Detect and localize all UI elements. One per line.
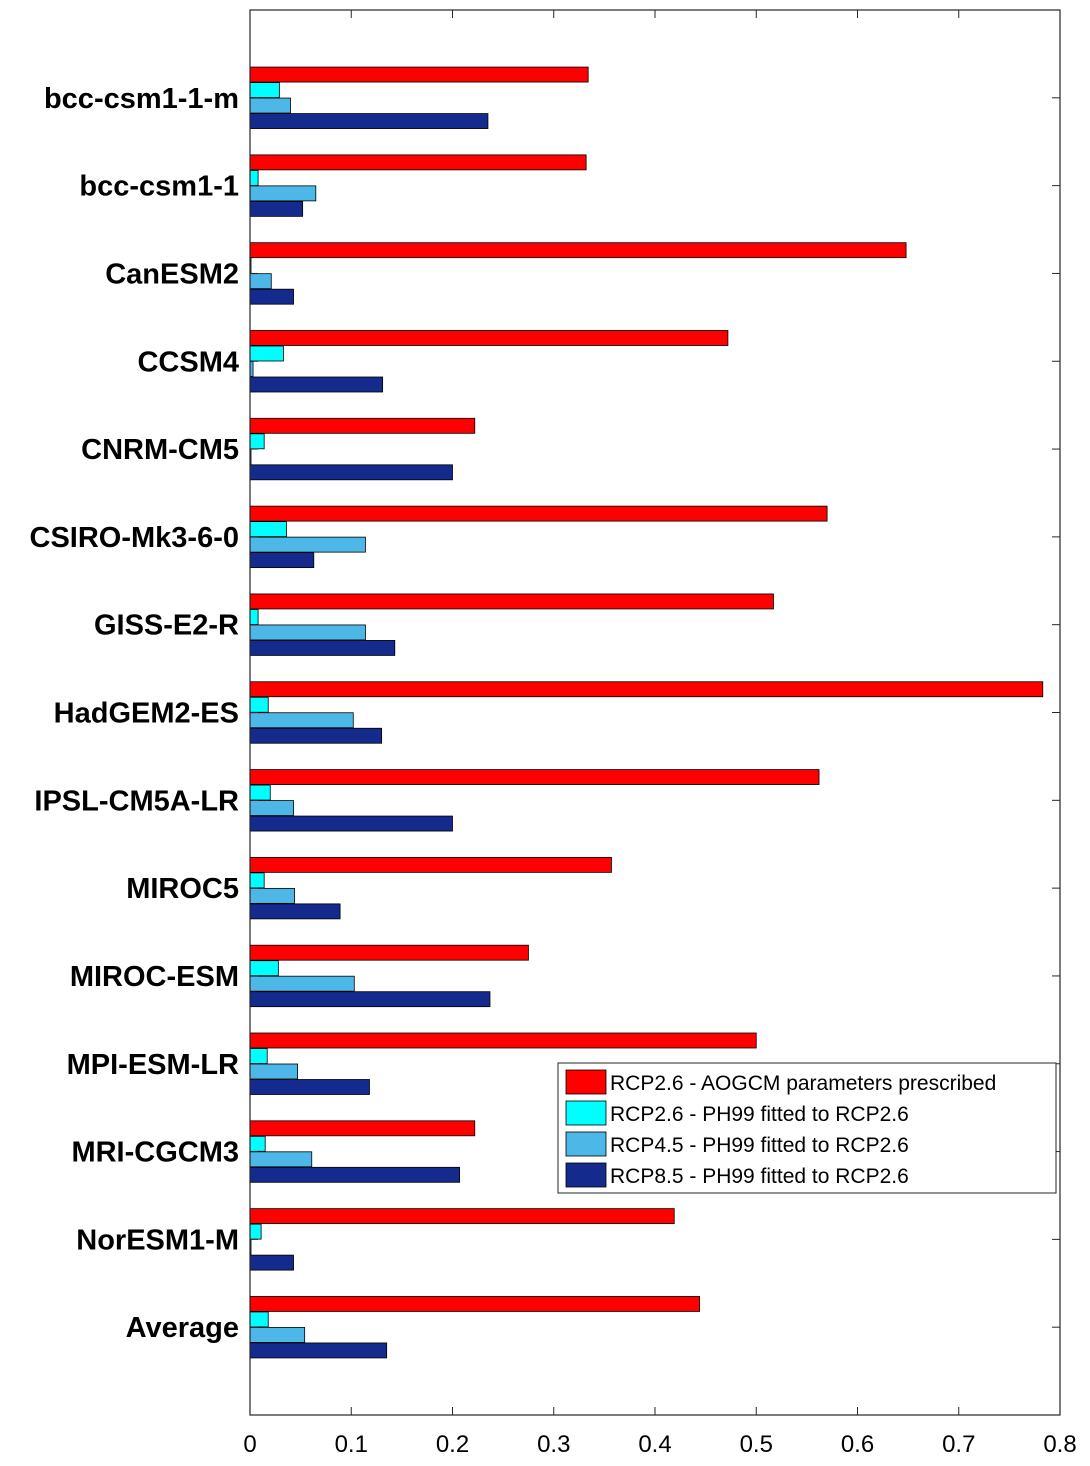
category-label: IPSL-CM5A-LR bbox=[34, 785, 239, 817]
category-label: bcc-csm1-1 bbox=[79, 171, 239, 203]
legend-swatch bbox=[565, 1131, 607, 1157]
bar-bcc-csm1-1-m-series-2 bbox=[249, 82, 280, 98]
bar-CanESM2-series-1 bbox=[249, 242, 907, 259]
category-label: HadGEM2-ES bbox=[54, 698, 239, 730]
bar-bcc-csm1-1-m-series-1 bbox=[249, 66, 589, 83]
bar-HadGEM2-ES-series-4 bbox=[249, 727, 383, 744]
category-label: CSIRO-Mk3-6-0 bbox=[30, 522, 240, 554]
bar-HadGEM2-ES-series-3 bbox=[249, 712, 354, 729]
category-label: MIROC-ESM bbox=[70, 961, 239, 993]
x-tick-label: 0.8 bbox=[1043, 1431, 1076, 1458]
bar-CCSM4-series-2 bbox=[249, 345, 284, 362]
bar-MIROC-ESM-series-2 bbox=[249, 960, 279, 977]
bar-MIROC-ESM-series-4 bbox=[249, 991, 491, 1008]
ticks-group: 0 0.1 0.2 0.3 0.4 0.5 0.6 0.7 0.8 bbox=[243, 10, 1077, 1458]
bar-CSIRO-Mk3-6-0-series-4 bbox=[249, 552, 315, 569]
bar-MPI-ESM-LR-series-2 bbox=[249, 1048, 268, 1064]
x-tick-label: 0.5 bbox=[740, 1431, 773, 1458]
category-label: GISS-E2-R bbox=[94, 610, 239, 642]
bar-MPI-ESM-LR-series-3 bbox=[249, 1063, 298, 1080]
legend: RCP2.6 - AOGCM parameters prescribed RCP2… bbox=[557, 1062, 1057, 1194]
legend-label: RCP2.6 - AOGCM parameters prescribed bbox=[610, 1072, 996, 1095]
bar-bcc-csm1-1-series-1 bbox=[249, 154, 587, 171]
x-tick-label: 0.3 bbox=[537, 1431, 570, 1458]
legend-label: RCP2.6 - PH99 fitted to RCP2.6 bbox=[610, 1103, 909, 1126]
bar-MIROC-ESM-series-1 bbox=[249, 944, 529, 961]
bar-IPSL-CM5A-LR-series-3 bbox=[249, 800, 294, 816]
bar-CSIRO-Mk3-6-0-series-1 bbox=[249, 505, 828, 522]
bar-CCSM4-series-1 bbox=[249, 330, 729, 346]
bar-MRI-CGCM3-series-3 bbox=[249, 1151, 313, 1168]
bar-Average-series-1 bbox=[249, 1296, 700, 1312]
bar-HadGEM2-ES-series-2 bbox=[249, 696, 269, 713]
bar-CSIRO-Mk3-6-0-series-3 bbox=[249, 536, 366, 553]
bar-Average-series-4 bbox=[249, 1342, 388, 1359]
x-tick-label: 0 bbox=[243, 1431, 256, 1458]
legend-swatch bbox=[565, 1162, 607, 1188]
bar-GISS-E2-R-series-2 bbox=[249, 609, 259, 625]
bar-bcc-csm1-1-m-series-3 bbox=[249, 97, 291, 114]
x-tick-label: 0.7 bbox=[942, 1431, 975, 1458]
legend-label: RCP8.5 - PH99 fitted to RCP2.6 bbox=[610, 1165, 909, 1188]
plot-frame bbox=[249, 9, 1061, 1416]
bar-NorESM1-M-series-1 bbox=[249, 1208, 675, 1225]
bar-MIROC5-series-1 bbox=[249, 856, 612, 873]
legend-box bbox=[557, 1062, 1057, 1194]
x-tick-label: 0.2 bbox=[436, 1431, 469, 1458]
bar-MPI-ESM-LR-series-1 bbox=[249, 1032, 757, 1049]
legend-label: RCP4.5 - PH99 fitted to RCP2.6 bbox=[610, 1134, 909, 1157]
bar-MPI-ESM-LR-series-4 bbox=[249, 1079, 370, 1095]
bar-bcc-csm1-1-series-4 bbox=[249, 200, 304, 217]
bar-IPSL-CM5A-LR-series-4 bbox=[249, 815, 453, 832]
bar-bcc-csm1-1-m-series-4 bbox=[249, 113, 489, 129]
x-tick-label: 0.6 bbox=[841, 1431, 874, 1458]
bar-MRI-CGCM3-series-2 bbox=[249, 1135, 266, 1152]
plot-area bbox=[250, 10, 1060, 1415]
bar-MIROC5-series-4 bbox=[249, 903, 341, 920]
bar-IPSL-CM5A-LR-series-2 bbox=[249, 784, 271, 801]
bar-bcc-csm1-1-series-3 bbox=[249, 185, 317, 202]
bar-Average-series-3 bbox=[249, 1327, 306, 1343]
category-label: NorESM1-M bbox=[76, 1224, 239, 1256]
category-label: Average bbox=[126, 1312, 239, 1344]
bar-HadGEM2-ES-series-1 bbox=[249, 681, 1044, 698]
bar-Average-series-2 bbox=[249, 1311, 269, 1328]
bar-MIROC5-series-3 bbox=[249, 887, 295, 904]
category-labels-group: bcc-csm1-1-m bcc-csm1-1 CanESM2 CCSM4 CNRM-C… bbox=[30, 83, 240, 1344]
bars-group bbox=[249, 66, 1044, 1359]
bar-MRI-CGCM3-series-4 bbox=[249, 1166, 460, 1183]
category-label: CCSM4 bbox=[137, 346, 239, 378]
x-tick-label: 0.1 bbox=[335, 1431, 368, 1458]
category-label: MIROC5 bbox=[126, 873, 239, 905]
bar-CanESM2-series-4 bbox=[249, 288, 294, 305]
bar-CNRM-CM5-series-2 bbox=[249, 433, 265, 450]
bar-MRI-CGCM3-series-1 bbox=[249, 1120, 476, 1137]
bar-CNRM-CM5-series-1 bbox=[249, 417, 476, 434]
bar-GISS-E2-R-series-3 bbox=[249, 624, 366, 641]
legend-swatch bbox=[565, 1100, 607, 1126]
bar-NorESM1-M-series-4 bbox=[249, 1254, 294, 1271]
bar-MIROC-ESM-series-3 bbox=[249, 975, 355, 992]
bar-GISS-E2-R-series-4 bbox=[249, 640, 396, 656]
bar-CanESM2-series-3 bbox=[249, 273, 272, 290]
category-label: CanESM2 bbox=[105, 258, 239, 290]
bar-CNRM-CM5-series-4 bbox=[249, 464, 453, 481]
legend-swatch bbox=[565, 1069, 607, 1095]
x-tick-label: 0.4 bbox=[638, 1431, 671, 1458]
category-label: MPI-ESM-LR bbox=[67, 1049, 239, 1081]
bar-MIROC5-series-2 bbox=[249, 872, 265, 889]
category-label: CNRM-CM5 bbox=[81, 434, 239, 466]
category-label: MRI-CGCM3 bbox=[71, 1137, 239, 1169]
bar-GISS-E2-R-series-1 bbox=[249, 593, 774, 610]
bar-bcc-csm1-1-series-2 bbox=[249, 169, 259, 186]
category-label: bcc-csm1-1-m bbox=[44, 83, 239, 115]
bar-CSIRO-Mk3-6-0-series-2 bbox=[249, 521, 287, 538]
bar-IPSL-CM5A-LR-series-1 bbox=[249, 769, 820, 785]
bar-CCSM4-series-4 bbox=[249, 376, 384, 393]
bar-NorESM1-M-series-2 bbox=[249, 1223, 262, 1240]
